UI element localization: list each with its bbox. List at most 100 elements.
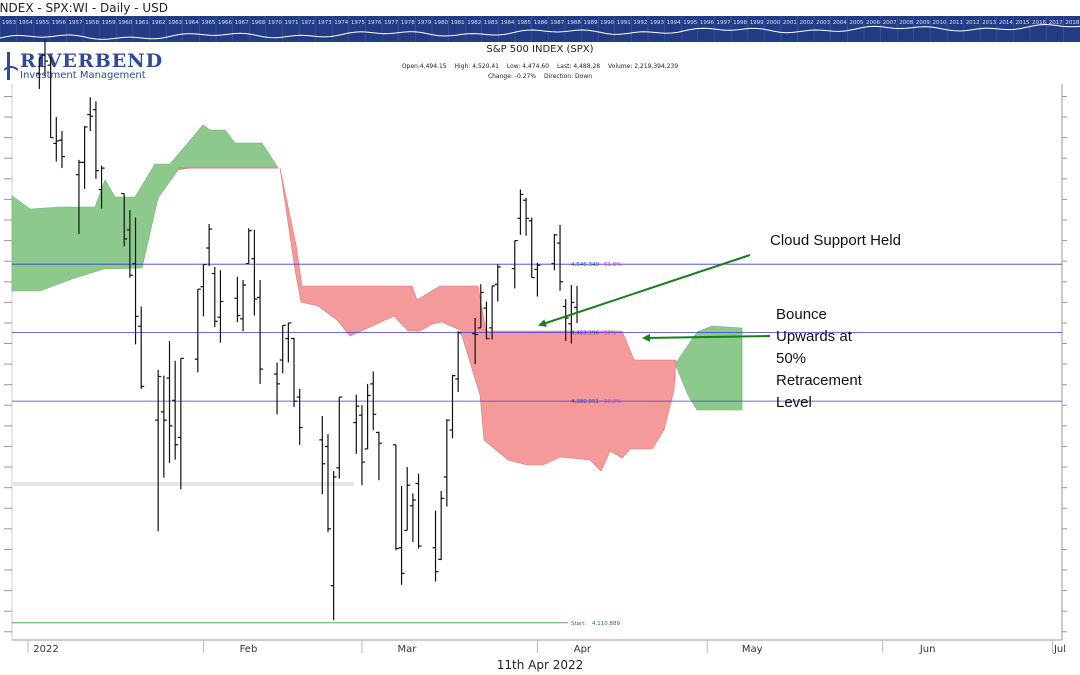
ohlc-bar	[126, 210, 133, 278]
year-label: 1980	[434, 20, 448, 26]
year-label: 2007	[883, 20, 897, 26]
year-label: 1992	[633, 20, 647, 26]
fib-value-label: 4,463.196	[571, 331, 599, 337]
ohlc-bar	[92, 101, 99, 179]
year-label: 1994	[667, 20, 681, 26]
open-value: Open:4,494.15	[401, 63, 447, 70]
ohlc-bar	[443, 419, 450, 507]
year-label: 1962	[152, 20, 166, 26]
year-overview-strip[interactable]: 1953 1954 1955 1956 1957 1958 1959 1960 1961 1962…	[0, 16, 1080, 42]
fib-percent-label: 50%	[604, 331, 616, 337]
change-value: Change: -0.27%	[487, 73, 537, 80]
year-label: 1954	[19, 20, 33, 26]
year-label: 1986	[534, 20, 548, 26]
year-label: 2014	[999, 20, 1013, 26]
ohlc-bar	[455, 331, 462, 393]
chart-title: S&P 500 INDEX (SPX)	[486, 44, 594, 55]
ohlc-bar	[477, 284, 484, 329]
start-label: Start:	[571, 621, 586, 627]
company-logo: RIVERBEND Investment Management	[4, 48, 162, 84]
x-tick-label: Apr	[574, 644, 592, 655]
ohlc-bar	[358, 405, 365, 486]
x-tick-label: Mar	[398, 644, 418, 655]
bullish-cloud	[11, 124, 279, 292]
year-label: 2009	[916, 20, 930, 26]
year-label: 1956	[52, 20, 66, 26]
year-label: 1968	[251, 20, 265, 26]
ohlc-bar	[200, 263, 207, 317]
year-label: 1984	[500, 20, 514, 26]
fib-value-label: 4,546.340	[571, 262, 599, 268]
year-label: 1999	[750, 20, 764, 26]
year-label: 1967	[235, 20, 249, 26]
year-label: 1965	[201, 20, 215, 26]
year-label: 2003	[816, 20, 830, 26]
year-label: 2011	[949, 20, 963, 26]
year-label: 1981	[451, 20, 465, 26]
ohlc-bar	[132, 217, 139, 345]
ohlc-bar	[517, 189, 524, 235]
year-label: 1959	[102, 20, 116, 26]
year-label: 2004	[833, 20, 847, 26]
year-label: 1987	[550, 20, 564, 26]
ohlc-bar	[557, 224, 564, 291]
long-term-price-line	[0, 23, 1080, 40]
ohlc-bar	[274, 362, 281, 415]
fib-percent-label: 38.2%	[604, 399, 621, 405]
x-tick-label: Jul	[1053, 644, 1066, 655]
year-label: 1995	[683, 20, 697, 26]
ohlc-bar	[483, 301, 490, 340]
ohlc-bar	[194, 288, 201, 373]
x-tick-label: 2022	[33, 644, 58, 655]
annotation-bounce: Bounce Upwards at 50% Retracement Level	[776, 304, 862, 414]
ohlc-bar	[138, 306, 145, 389]
annotation-bounce-line-5: Level	[776, 394, 812, 411]
ohlc-bar	[472, 318, 479, 365]
year-label: 1985	[517, 20, 531, 26]
low-value: Low: 4,474.60	[506, 63, 550, 70]
logo-tagline: Investment Management	[20, 70, 146, 81]
change-info-line: Change: -0.27% Direction: Down	[0, 73, 1080, 80]
ohlc-bar	[534, 262, 541, 297]
ohlc-bar	[370, 371, 377, 430]
year-label: 1966	[218, 20, 232, 26]
ohlc-bar	[528, 217, 535, 279]
ohlc-bar	[409, 493, 416, 542]
year-label: 1991	[617, 20, 631, 26]
year-label: 2001	[783, 20, 797, 26]
ohlc-bar	[432, 510, 439, 582]
annotation-bounce-line-1: Bounce	[776, 306, 827, 323]
ohlc-bar	[319, 416, 326, 495]
arrow-cloud-support	[538, 254, 751, 327]
ohlc-bar	[160, 375, 167, 478]
ohlc-bar	[291, 337, 298, 407]
year-label: 1993	[650, 20, 664, 26]
river-logo-icon	[4, 52, 18, 80]
year-label: 1957	[68, 20, 82, 26]
ohlc-bar	[172, 360, 179, 460]
x-tick-label: Jun	[919, 644, 936, 655]
year-label: 1972	[301, 20, 315, 26]
year-label: 1953	[2, 20, 16, 26]
ohlc-bar	[81, 126, 88, 189]
ohlc-bar	[285, 322, 292, 363]
annotation-cloud-support: Cloud Support Held	[770, 232, 901, 249]
year-label: 2000	[766, 20, 780, 26]
ohlc-bar	[279, 324, 286, 374]
ohlc-bar	[121, 193, 128, 247]
annotation-bounce-line-2: Upwards at	[776, 328, 852, 345]
year-label: 1971	[284, 20, 298, 26]
annotation-bounce-line-3: 50%	[776, 350, 807, 367]
ohlc-bar	[177, 357, 184, 490]
year-label: 1975	[351, 20, 365, 26]
ohlc-bar	[166, 341, 173, 463]
ohlc-bar	[375, 431, 382, 481]
year-label: 1974	[334, 20, 348, 26]
high-value: High: 4,520.41	[454, 63, 499, 70]
year-label: 2015	[1016, 20, 1030, 26]
year-label: 1963	[168, 20, 182, 26]
ohlc-bar	[41, 39, 48, 76]
future-bullish-cloud	[657, 325, 743, 411]
year-label: 1996	[700, 20, 714, 26]
